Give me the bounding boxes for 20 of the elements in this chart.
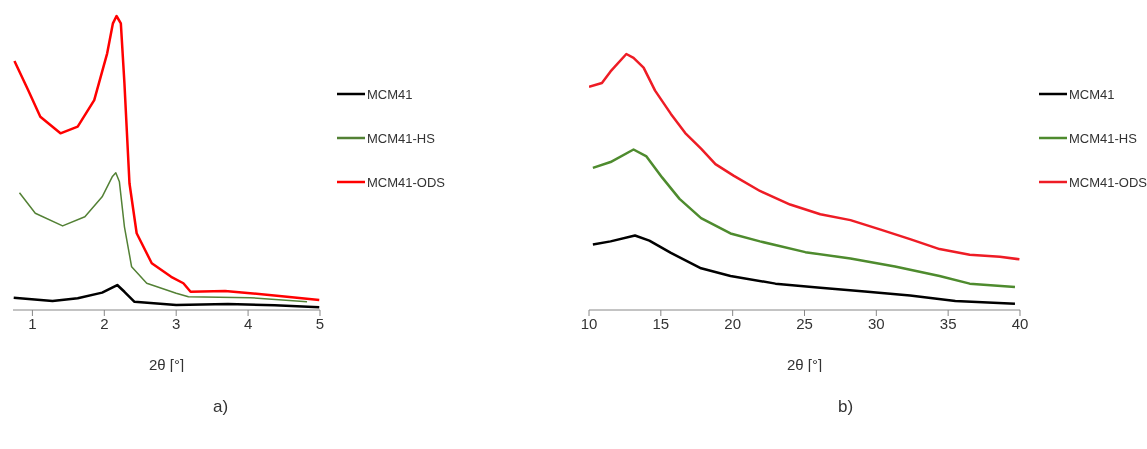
x-tick-label: 15	[652, 314, 670, 332]
legend-label: MCM41-HS	[366, 130, 435, 146]
legend-label: MCM41-HS	[1068, 130, 1137, 146]
text: a)	[213, 397, 229, 417]
x-tick-label: 3	[172, 314, 181, 332]
x-tick-label: 2	[100, 314, 109, 332]
x-tick-label: 30	[867, 314, 885, 332]
x-tick-label: 35	[939, 314, 957, 332]
legend-label: MCM41-ODS	[1068, 174, 1147, 190]
x-tick-label: 20	[724, 314, 742, 332]
legend-label: MCM41	[366, 86, 413, 102]
text: b)	[838, 397, 854, 417]
x-tick-label: 1	[28, 314, 37, 332]
x-tick-label: 40	[1011, 314, 1029, 332]
x-tick-label: 10	[580, 314, 598, 332]
x-tick-label: 25	[796, 314, 813, 332]
legend-label: MCM41	[1068, 86, 1115, 102]
legend-label: MCM41-ODS	[366, 174, 445, 190]
x-tick-label: 5	[315, 314, 325, 332]
x-tick-label: 4	[243, 314, 253, 332]
